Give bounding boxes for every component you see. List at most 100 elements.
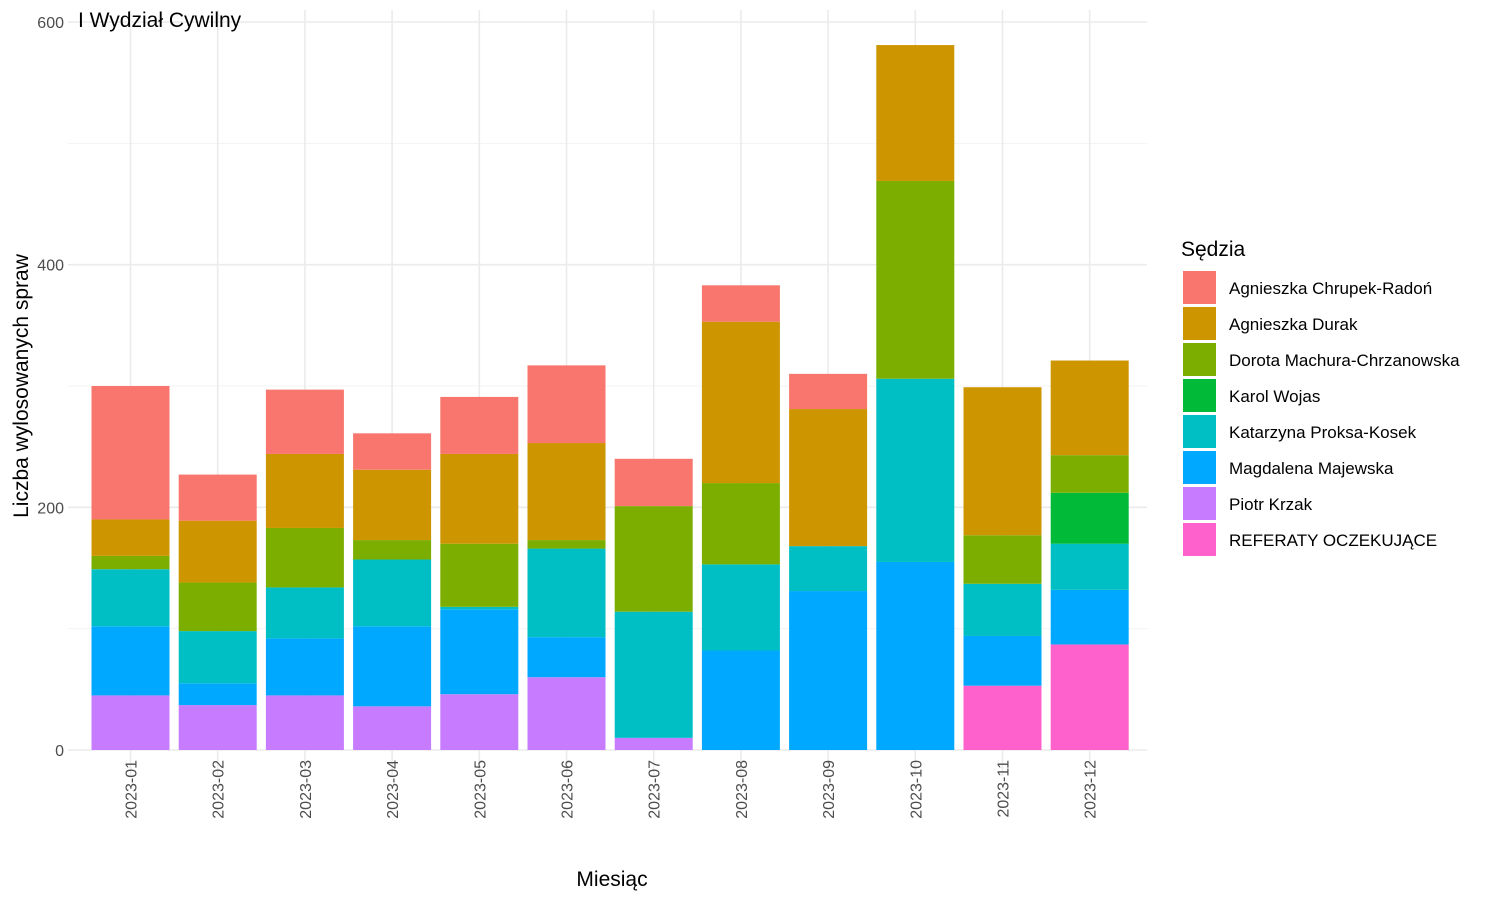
bar-segment [440, 694, 519, 750]
bar-segment [265, 453, 344, 528]
x-tick-label: 2023-11 [996, 760, 1013, 818]
bar-segment [440, 606, 519, 610]
legend-key [1183, 487, 1216, 520]
legend-key [1183, 307, 1216, 340]
y-tick-label: 200 [37, 500, 64, 517]
x-tick-label: 2023-02 [211, 760, 228, 819]
legend-title: Sędzia [1181, 238, 1246, 261]
bar-segment [876, 561, 955, 750]
bar-segment [1050, 644, 1129, 750]
bar-segment [353, 433, 432, 470]
legend-label: Agnieszka Durak [1229, 315, 1358, 334]
x-tick-label: 2023-04 [385, 760, 402, 819]
legend: Sędzia Agnieszka Chrupek-Radoń Agnieszka … [1181, 238, 1460, 556]
x-tick-label: 2023-09 [821, 760, 838, 819]
bar-segment [527, 443, 606, 541]
bar-segment [178, 683, 257, 706]
bar-segment [178, 520, 257, 583]
y-tick-label: 600 [37, 15, 64, 32]
bar-segment [1050, 492, 1129, 544]
bar-segment [353, 469, 432, 541]
bar-segment [178, 582, 257, 632]
x-tick-label: 2023-10 [908, 760, 925, 819]
bar-segment [353, 706, 432, 750]
bar-segment [701, 321, 780, 484]
bar-segment [1050, 589, 1129, 645]
bar-segment [265, 695, 344, 750]
bar-segment [789, 591, 868, 750]
x-tick-label: 2023-12 [1083, 760, 1100, 819]
legend-label: Katarzyna Proksa-Kosek [1229, 423, 1417, 442]
legend-key [1183, 451, 1216, 484]
x-tick-label: 2023-07 [647, 760, 664, 819]
legend-key [1183, 523, 1216, 556]
bar-segment [876, 180, 955, 379]
bar-segment [1050, 360, 1129, 456]
bar-segment [265, 638, 344, 696]
x-tick-label: 2023-01 [124, 760, 141, 819]
bar-segment [353, 559, 432, 627]
y-tick-label: 0 [55, 743, 64, 760]
bar-segment [353, 540, 432, 560]
bar-segment [963, 583, 1042, 636]
bar-segment [789, 546, 868, 592]
bar-segment [527, 540, 606, 549]
bar-segment [614, 737, 693, 750]
bar-segment [178, 474, 257, 521]
bar-segment [265, 527, 344, 588]
bar-segment [527, 677, 606, 750]
bar-segment [527, 548, 606, 638]
legend-label: REFERATY OCZEKUJĄCE [1229, 531, 1437, 550]
bar-segment [701, 285, 780, 322]
bar-segment [963, 387, 1042, 536]
bar-segment [614, 611, 693, 738]
x-axis: 2023-01 2023-02 2023-03 2023-04 2023-05 2023-… [124, 760, 1100, 819]
x-tick-label: 2023-03 [298, 760, 315, 819]
bar-segment [789, 409, 868, 547]
bar-segment [440, 609, 519, 695]
bar-segment [614, 506, 693, 612]
bar-segment [963, 685, 1042, 750]
y-axis-title: Liczba wylosowanych spraw [10, 253, 33, 518]
legend-key [1183, 415, 1216, 448]
y-tick-label: 400 [37, 258, 64, 275]
x-axis-title: Miesiąc [576, 868, 647, 891]
bar-segment [440, 453, 519, 544]
bar-segment [440, 396, 519, 454]
bar-segment [265, 389, 344, 454]
bar-segment [91, 626, 170, 696]
legend-label: Dorota Machura-Chrzanowska [1229, 351, 1460, 370]
bar-segment [91, 519, 170, 556]
legend-label: Piotr Krzak [1229, 495, 1313, 514]
bar-segment [701, 650, 780, 750]
bar-segment [91, 569, 170, 627]
x-tick-label: 2023-06 [560, 760, 577, 819]
bar-segment [353, 626, 432, 707]
bar-segment [963, 535, 1042, 584]
bar-segment [265, 587, 344, 639]
bars [91, 45, 1129, 750]
legend-label: Magdalena Majewska [1229, 459, 1394, 478]
x-tick-label: 2023-08 [734, 760, 751, 819]
bar-segment [1050, 543, 1129, 590]
bar-segment [1050, 455, 1129, 493]
bar-segment [440, 543, 519, 607]
bar-segment [527, 365, 606, 444]
legend-key [1183, 343, 1216, 376]
x-tick-label: 2023-05 [472, 760, 489, 819]
bar-segment [91, 695, 170, 750]
bar-segment [91, 386, 170, 520]
y-axis: 0 200 400 600 [37, 15, 64, 760]
bar-segment [614, 458, 693, 507]
bar-segment [876, 378, 955, 562]
legend-key [1183, 379, 1216, 412]
legend-label: Agnieszka Chrupek-Radoń [1229, 279, 1432, 298]
bar-segment [91, 555, 170, 570]
chart-title: I Wydział Cywilny [78, 9, 242, 32]
legend-label: Karol Wojas [1229, 387, 1320, 406]
bar-segment [527, 637, 606, 678]
bar-segment [178, 705, 257, 750]
bar-segment [963, 635, 1042, 686]
